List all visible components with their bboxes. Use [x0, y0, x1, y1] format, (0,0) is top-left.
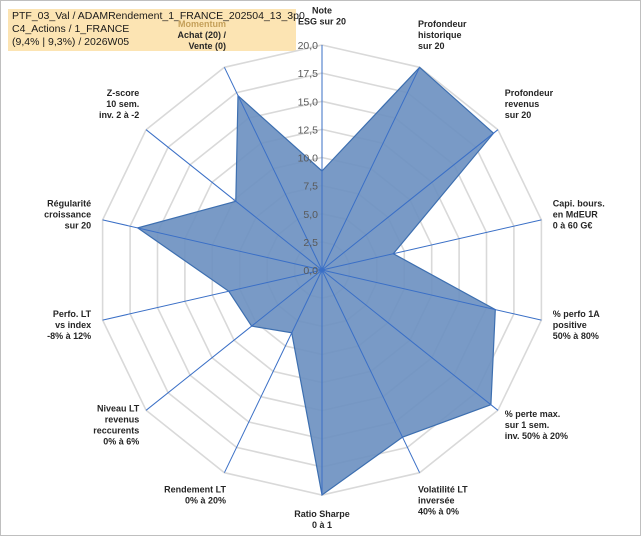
axis-spoke [321, 67, 421, 271]
axis-spoke [223, 269, 323, 473]
axis-label-line: Profondeur [418, 19, 467, 29]
axis-spoke [223, 67, 323, 271]
axis-label: Ratio Sharpe 0 à 1 [294, 509, 350, 530]
axis-spoke [145, 269, 323, 411]
axis-label-line: Achat (20) / [177, 30, 226, 40]
axis-label-line: vs index [55, 320, 91, 330]
axis-label: Rendement LT 0% à 20% [164, 484, 226, 505]
axis-label-line: Perfo. LT [53, 309, 92, 319]
axis-label-line: Momentum [178, 19, 226, 29]
tick-label: 17,5 [298, 68, 319, 80]
axis-spoke [321, 269, 499, 411]
axis-spoke [321, 129, 499, 271]
axis-label-line: -8% à 12% [47, 331, 91, 341]
axis-label-line: Niveau LT [97, 404, 140, 414]
axis-label: Volatilité LT inversée 40% à 0% [418, 484, 468, 516]
tick-label: 15,0 [298, 96, 319, 108]
tick-label: 12,5 [298, 124, 319, 136]
info-line-3: (9,4% | 9,3%) / 2026W05 [12, 36, 130, 48]
axis-label-line: Rendement LT [164, 484, 226, 494]
axis-label-line: revenus [105, 415, 140, 425]
axis-spoke [102, 269, 323, 321]
axis-label-line: sur 20 [65, 220, 92, 230]
axis-label-line: inv. 50% à 20% [505, 431, 568, 441]
portfolio-info-box: PTF_03_Val / ADAMRendement_1_FRANCE_2025… [8, 9, 305, 51]
tick-label: 20,0 [298, 40, 319, 52]
axis-label: Profondeur historique sur 20 [418, 19, 467, 51]
axis-label-line: historique [418, 30, 462, 40]
axis-label-line: inversée [418, 495, 455, 505]
axis-label: Capi. bours. en MdEUR 0 à 60 G€ [553, 198, 605, 230]
axis-label-line: Ratio Sharpe [294, 509, 350, 519]
axis-label: Momentum Achat (20) / Vente (0) [177, 19, 226, 51]
axis-label: % perte max. sur 1 sem. inv. 50% à 20% [505, 409, 568, 441]
axis-label-line: Z-score [107, 88, 140, 98]
axis-spoke [321, 219, 542, 271]
axis-label-line: 0% à 20% [185, 495, 226, 505]
axis-label-line: Volatilité LT [418, 484, 468, 494]
axis-label-line: sur 20 [505, 110, 532, 120]
axis-spoke [145, 129, 323, 271]
axis-spoke [102, 219, 323, 271]
axis-label: Niveau LT revenus reccurents 0% à 6% [93, 404, 140, 447]
axis-label-line: 0 à 1 [312, 520, 332, 530]
axis-label-line: Capi. bours. [553, 198, 605, 208]
axis-label-line: 0% à 6% [103, 437, 139, 447]
axis-label-line: reccurents [93, 426, 139, 436]
axis-label-line: 40% à 0% [418, 506, 459, 516]
axis-label-line: Note [312, 5, 332, 15]
axis-label-line: Régularité [47, 198, 91, 208]
axis-label-line: Profondeur [505, 88, 554, 98]
axis-label-line: 10 sem. [106, 99, 139, 109]
tick-label: 10,0 [298, 153, 319, 165]
info-line-2: C4_Actions / 1_FRANCE [12, 23, 130, 35]
axis-label-line: 0 à 60 G€ [553, 220, 593, 230]
axis-label: Régularité croissance sur 20 [44, 198, 91, 230]
info-line-1: PTF_03_Val / ADAMRendement_1_FRANCE_2025… [12, 10, 305, 22]
axis-label-line: 50% à 80% [553, 331, 599, 341]
axis-label-line: revenus [505, 99, 540, 109]
axis-label: Z-score 10 sem. inv. 2 à -2 [99, 88, 139, 120]
axis-label-line: sur 20 [418, 41, 445, 51]
axis-spoke [321, 269, 542, 321]
axis-spoke [321, 269, 421, 473]
axis-label-line: ESG sur 20 [298, 16, 346, 26]
axis-label: Perfo. LT vs index -8% à 12% [47, 309, 92, 341]
axis-label: Profondeur revenus sur 20 [505, 88, 554, 120]
tick-label: 7,5 [303, 181, 318, 193]
axis-label-line: inv. 2 à -2 [99, 110, 139, 120]
axis-label-line: Vente (0) [188, 41, 226, 51]
axis-label: Note ESG sur 20 [298, 5, 346, 26]
axis-label: % perfo 1A positive 50% à 80% [553, 309, 601, 341]
axis-label-line: sur 1 sem. [505, 420, 550, 430]
tick-label: 2,5 [303, 237, 318, 249]
tick-label: 5,0 [303, 209, 318, 221]
axis-label-line: croissance [44, 209, 91, 219]
axis-label-line: % perte max. [505, 409, 561, 419]
axis-label-line: positive [553, 320, 587, 330]
axis-label-line: en MdEUR [553, 209, 599, 219]
tick-label: 0,0 [303, 265, 318, 277]
axis-label-line: % perfo 1A [553, 309, 601, 319]
